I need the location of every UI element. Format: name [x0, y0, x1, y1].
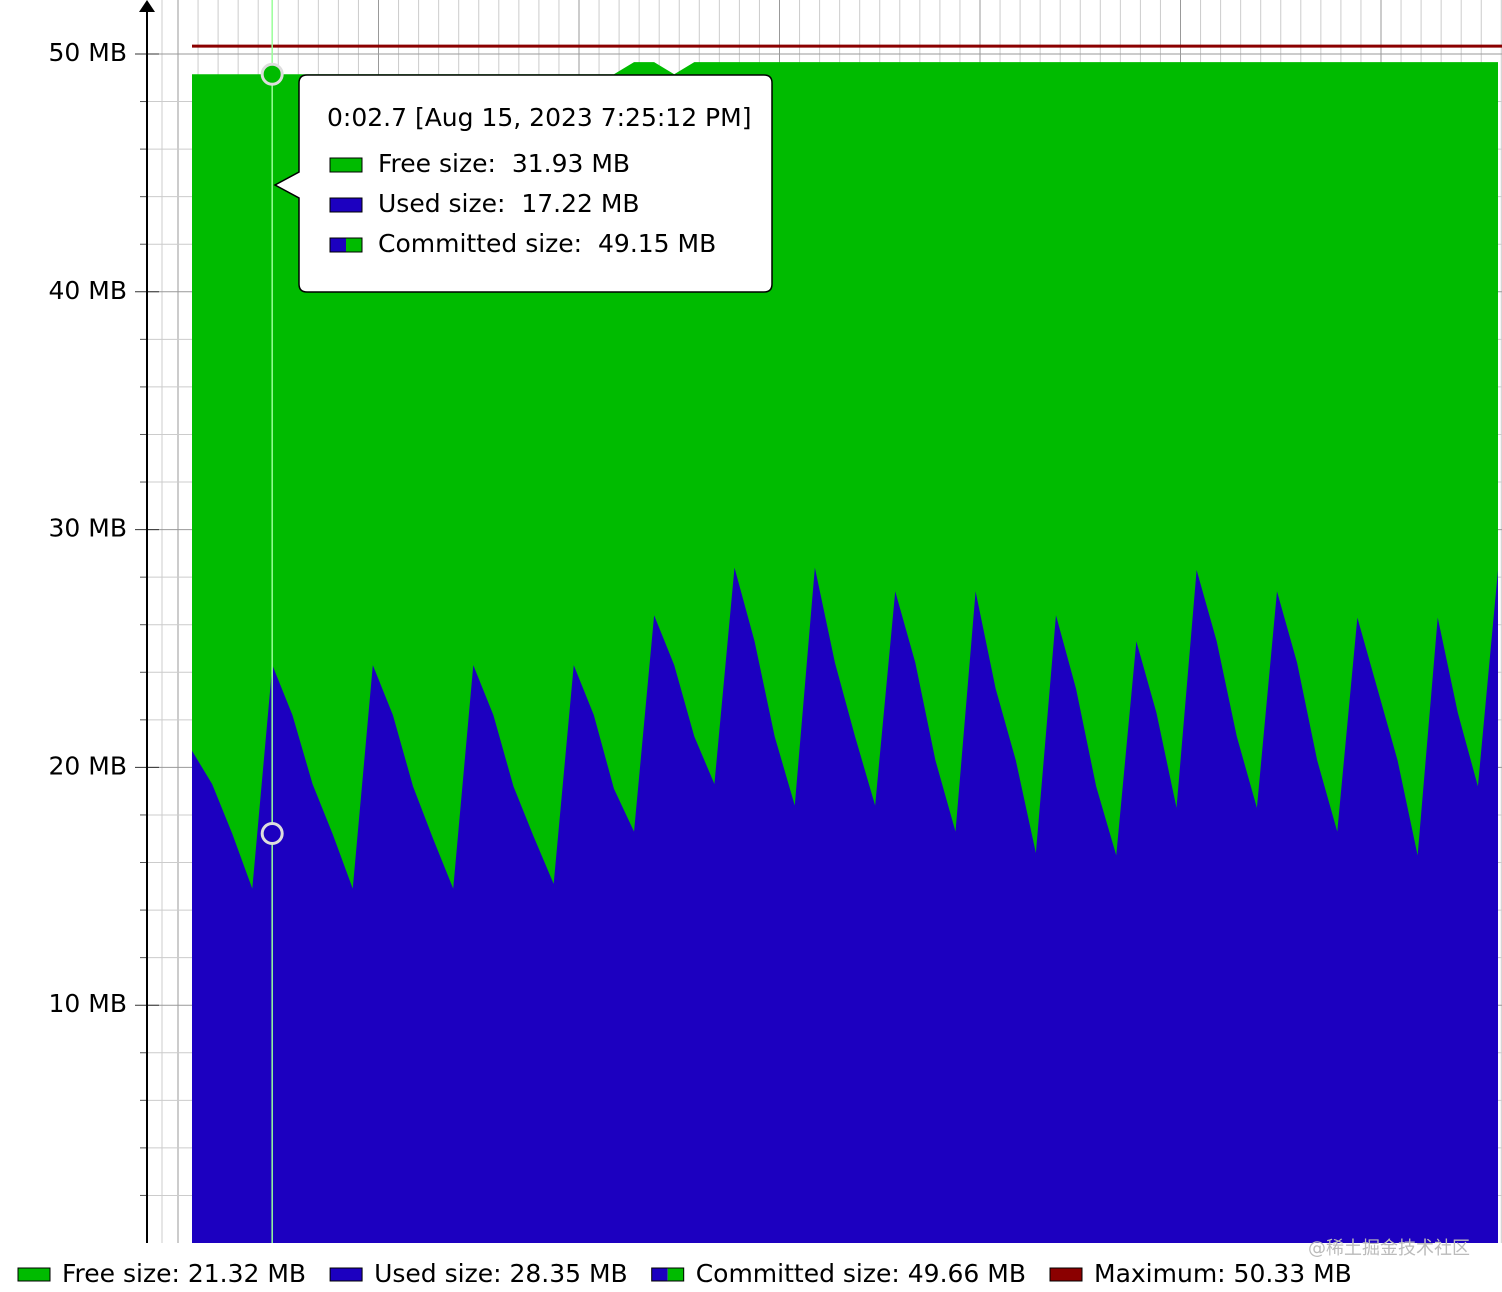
legend-swatch	[346, 238, 362, 252]
tooltip-value: 49.15 MB	[598, 229, 716, 258]
legend-label: Used size: 28.35 MB	[374, 1259, 628, 1288]
legend-label: Committed size: 49.66 MB	[696, 1259, 1026, 1288]
legend-swatch-border	[651, 1267, 685, 1282]
tooltip-label: Free size:	[378, 149, 496, 178]
legend-swatch	[330, 238, 346, 252]
watermark: @稀土掘金技术社区	[1308, 1238, 1470, 1259]
legend-swatch	[330, 158, 362, 172]
legend-swatch	[667, 1268, 684, 1281]
tooltip-title: 0:02.7 [Aug 15, 2023 7:25:12 PM]	[327, 103, 751, 132]
tooltip-row: Committed size: 49.15 MB	[378, 229, 716, 258]
legend-swatch-border	[17, 1267, 51, 1282]
cursor-marker	[260, 62, 284, 86]
legend-swatch	[1050, 1268, 1082, 1281]
y-axis-arrow	[139, 0, 155, 12]
tooltip-label: Used size:	[378, 189, 505, 218]
y-tick-label: 30 MB	[49, 514, 127, 543]
tooltip-value: 31.93 MB	[512, 149, 630, 178]
area	[192, 567, 1498, 1243]
y-tick-label: 50 MB	[49, 38, 127, 67]
legend-label: Free size: 21.32 MB	[62, 1259, 306, 1288]
legend-swatch-border	[1049, 1267, 1083, 1282]
legend-swatch-border	[329, 157, 363, 173]
y-tick-label: 20 MB	[49, 751, 127, 780]
legend-swatch-border	[329, 1267, 363, 1282]
tooltip-label: Committed size:	[378, 229, 582, 258]
legend-swatch-border	[329, 197, 363, 213]
y-tick-label: 10 MB	[49, 989, 127, 1018]
legend-label: Maximum: 50.33 MB	[1094, 1259, 1352, 1288]
tooltip-value: 17.22 MB	[521, 189, 639, 218]
cursor-marker	[260, 822, 284, 846]
legend-swatch	[18, 1268, 50, 1281]
legend-swatch-border	[329, 237, 363, 253]
legend-swatch	[651, 1268, 668, 1281]
y-tick-label: 40 MB	[49, 276, 127, 305]
tooltip-box	[273, 74, 773, 293]
tooltip-row: Free size: 31.93 MB	[378, 149, 630, 178]
legend-swatch	[330, 1268, 363, 1281]
legend-swatch	[330, 198, 362, 212]
tooltip-row: Used size: 17.22 MB	[378, 189, 640, 218]
